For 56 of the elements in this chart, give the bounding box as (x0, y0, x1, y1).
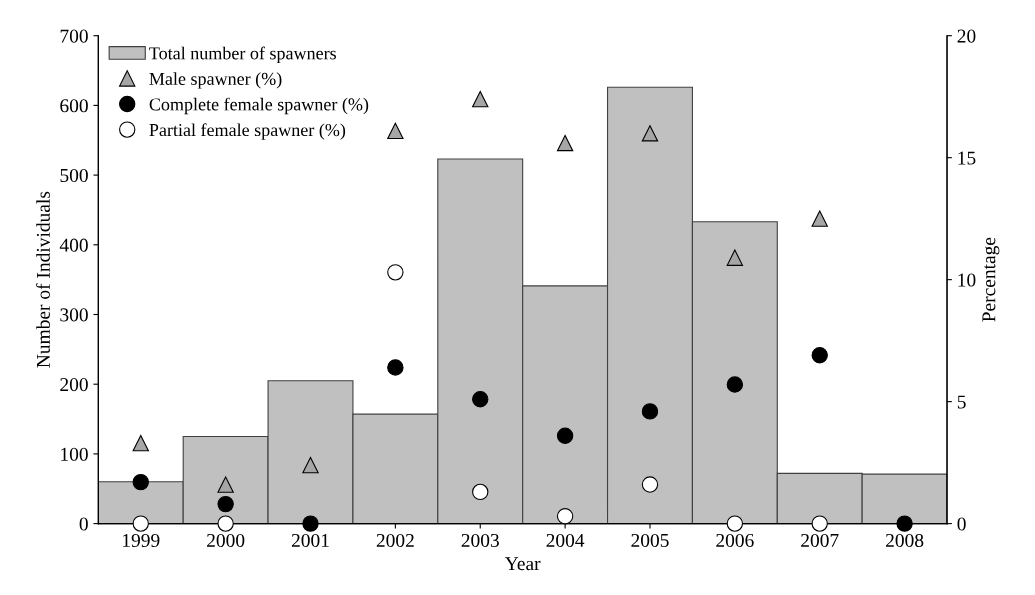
y2-tick-label: 20 (957, 29, 976, 43)
point (641, 403, 659, 420)
x-tick-label: 2005 (631, 533, 669, 548)
x-tick-label: 2000 (207, 533, 245, 548)
point (556, 427, 574, 444)
point (387, 359, 404, 376)
y-axis-title: Number of Individuals (36, 191, 50, 368)
point (896, 515, 913, 532)
point (811, 347, 828, 364)
x-tick-label: 1999 (123, 533, 160, 548)
y-tick-label: 400 (59, 238, 88, 252)
point (556, 508, 574, 525)
point (387, 122, 404, 140)
point (726, 515, 744, 532)
legend-label: Partial female spawner (%) (149, 123, 346, 140)
x-tick-label: 2001 (291, 533, 329, 548)
point (302, 515, 319, 532)
x-tick-label: 2004 (546, 533, 585, 548)
x-tick-label: 2002 (376, 533, 414, 548)
point (217, 515, 234, 532)
y-tick-label: 200 (60, 378, 88, 392)
point (726, 249, 744, 266)
point (472, 90, 489, 108)
y-tick-label: 0 (79, 517, 88, 531)
y-tick-label: 600 (60, 99, 88, 113)
y2-axis-title: Percentage (982, 237, 1000, 322)
point (556, 134, 574, 152)
x-axis-title: Year (504, 557, 541, 571)
y2-tick-label: 5 (957, 395, 966, 409)
point (472, 390, 489, 408)
x-tick-label: 2003 (461, 533, 499, 548)
y-tick-label: 300 (60, 308, 88, 322)
x-tick-label: 2006 (716, 533, 754, 548)
point (641, 125, 659, 142)
point (641, 476, 659, 493)
y-tick-label: 500 (60, 168, 88, 183)
point (302, 456, 319, 474)
y-tick-label: 100 (61, 447, 88, 461)
y2-tick-label: 0 (957, 517, 966, 531)
point (217, 476, 234, 493)
legend-label: Total number of spawners (149, 46, 336, 64)
x-tick-label: 2008 (886, 533, 924, 548)
legend-label: Male spawner (%) (149, 72, 282, 89)
point (726, 376, 744, 393)
point (811, 210, 828, 227)
legend-label: Complete female spawner (%) (149, 97, 369, 115)
y2-tick-label: 15 (958, 151, 976, 165)
point (472, 483, 489, 501)
point (132, 473, 149, 491)
point (811, 515, 828, 532)
point (217, 495, 234, 513)
y2-tick-label: 10 (958, 273, 976, 287)
point (132, 515, 149, 532)
point (132, 434, 149, 452)
x-tick-label: 2007 (801, 533, 839, 548)
y-tick-label: 700 (60, 29, 88, 43)
